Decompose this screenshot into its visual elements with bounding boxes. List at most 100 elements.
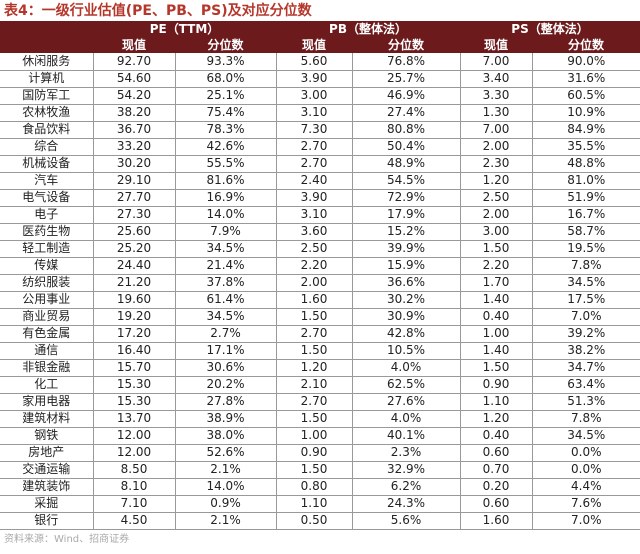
table-row: 商业贸易 19.20 34.5% 1.50 30.9% 0.40 7.0%	[0, 308, 640, 326]
pe-percentile-cell: 78.3%	[175, 121, 277, 139]
pb-current-cell: 2.70	[276, 138, 353, 156]
industry-cell: 休闲服务	[0, 53, 94, 71]
pb-percentile-cell: 39.9%	[352, 240, 461, 258]
industry-cell: 传媒	[0, 257, 94, 275]
ps-percentile-cell: 51.9%	[532, 189, 640, 207]
ps-percentile-cell: 34.5%	[532, 274, 640, 292]
pb-percentile-cell: 17.9%	[352, 206, 461, 224]
ps-current-cell: 3.00	[460, 223, 533, 241]
industry-cell: 有色金属	[0, 325, 94, 343]
ps-current-cell: 3.30	[460, 87, 533, 105]
ps-percentile-cell: 16.7%	[532, 206, 640, 224]
pe-percentile-cell: 14.0%	[175, 206, 277, 224]
ps-percentile-cell: 63.4%	[532, 376, 640, 394]
industry-cell: 钢铁	[0, 427, 94, 445]
industry-cell: 综合	[0, 138, 94, 156]
pe-current-cell: 92.70	[93, 53, 176, 71]
pe-current-cell: 25.20	[93, 240, 176, 258]
ps-current-cell: 1.00	[460, 325, 533, 343]
header-group-row: PE（TTM） PB（整体法） PS（整体法）	[0, 21, 640, 37]
table-row: 国防军工 54.20 25.1% 3.00 46.9% 3.30 60.5%	[0, 87, 640, 105]
pb-current-cell: 2.00	[276, 274, 353, 292]
pb-current-cell: 1.60	[276, 291, 353, 309]
ps-percentile-cell: 34.5%	[532, 427, 640, 445]
header-current: 现值	[460, 37, 533, 53]
pe-percentile-cell: 17.1%	[175, 342, 277, 360]
ps-percentile-cell: 39.2%	[532, 325, 640, 343]
table-row: 传媒 24.40 21.4% 2.20 15.9% 2.20 7.8%	[0, 257, 640, 275]
ps-percentile-cell: 84.9%	[532, 121, 640, 139]
pe-current-cell: 13.70	[93, 410, 176, 428]
pb-percentile-cell: 6.2%	[352, 478, 461, 496]
pb-current-cell: 1.10	[276, 495, 353, 513]
pe-percentile-cell: 75.4%	[175, 104, 277, 122]
industry-cell: 电气设备	[0, 189, 94, 207]
header-pe: PE（TTM）	[93, 21, 276, 37]
header-percentile: 分位数	[175, 37, 276, 53]
pe-percentile-cell: 34.5%	[175, 240, 277, 258]
ps-percentile-cell: 10.9%	[532, 104, 640, 122]
industry-cell: 轻工制造	[0, 240, 94, 258]
ps-percentile-cell: 7.0%	[532, 308, 640, 326]
pb-percentile-cell: 62.5%	[352, 376, 461, 394]
pb-percentile-cell: 10.5%	[352, 342, 461, 360]
industry-cell: 公用事业	[0, 291, 94, 309]
ps-current-cell: 0.60	[460, 495, 533, 513]
ps-current-cell: 1.50	[460, 240, 533, 258]
table-row: 农林牧渔 38.20 75.4% 3.10 27.4% 1.30 10.9%	[0, 104, 640, 122]
header-pb: PB（整体法）	[276, 21, 461, 37]
pe-percentile-cell: 52.6%	[175, 444, 277, 462]
ps-current-cell: 0.90	[460, 376, 533, 394]
pe-current-cell: 25.60	[93, 223, 176, 241]
industry-cell: 农林牧渔	[0, 104, 94, 122]
industry-cell: 汽车	[0, 172, 94, 190]
industry-cell: 交通运输	[0, 461, 94, 479]
header-percentile: 分位数	[352, 37, 461, 53]
industry-cell: 建筑装饰	[0, 478, 94, 496]
pb-current-cell: 2.20	[276, 257, 353, 275]
pe-percentile-cell: 55.5%	[175, 155, 277, 173]
ps-current-cell: 3.40	[460, 70, 533, 88]
table-title: 表4：一级行业估值(PE、PB、PS)及对应分位数	[4, 3, 312, 19]
ps-current-cell: 1.20	[460, 172, 533, 190]
pe-current-cell: 8.50	[93, 461, 176, 479]
industry-cell: 电子	[0, 206, 94, 224]
pb-current-cell: 2.50	[276, 240, 353, 258]
table-row: 银行 4.50 2.1% 0.50 5.6% 1.60 7.0%	[0, 512, 640, 530]
ps-current-cell: 1.30	[460, 104, 533, 122]
ps-percentile-cell: 38.2%	[532, 342, 640, 360]
industry-cell: 银行	[0, 512, 94, 530]
pb-percentile-cell: 4.0%	[352, 410, 461, 428]
pe-current-cell: 19.20	[93, 308, 176, 326]
pb-percentile-cell: 46.9%	[352, 87, 461, 105]
pe-percentile-cell: 42.6%	[175, 138, 277, 156]
pe-percentile-cell: 38.9%	[175, 410, 277, 428]
pe-current-cell: 33.20	[93, 138, 176, 156]
pb-percentile-cell: 15.9%	[352, 257, 461, 275]
header-blank	[0, 21, 93, 37]
ps-percentile-cell: 17.5%	[532, 291, 640, 309]
ps-percentile-cell: 7.8%	[532, 257, 640, 275]
pb-current-cell: 0.80	[276, 478, 353, 496]
ps-current-cell: 0.70	[460, 461, 533, 479]
pe-current-cell: 15.30	[93, 393, 176, 411]
pe-current-cell: 27.70	[93, 189, 176, 207]
ps-percentile-cell: 51.3%	[532, 393, 640, 411]
pb-percentile-cell: 27.6%	[352, 393, 461, 411]
pe-percentile-cell: 2.7%	[175, 325, 277, 343]
table-row: 轻工制造 25.20 34.5% 2.50 39.9% 1.50 19.5%	[0, 240, 640, 258]
header-sub-row: 现值 分位数 现值 分位数 现值 分位数	[0, 37, 640, 53]
ps-current-cell: 1.50	[460, 359, 533, 377]
industry-cell: 机械设备	[0, 155, 94, 173]
table-row: 钢铁 12.00 38.0% 1.00 40.1% 0.40 34.5%	[0, 427, 640, 445]
ps-current-cell: 1.40	[460, 291, 533, 309]
pe-current-cell: 36.70	[93, 121, 176, 139]
pe-percentile-cell: 93.3%	[175, 53, 277, 71]
pb-percentile-cell: 80.8%	[352, 121, 461, 139]
pe-current-cell: 54.60	[93, 70, 176, 88]
table-row: 建筑材料 13.70 38.9% 1.50 4.0% 1.20 7.8%	[0, 410, 640, 428]
table-row: 电气设备 27.70 16.9% 3.90 72.9% 2.50 51.9%	[0, 189, 640, 207]
ps-current-cell: 0.60	[460, 444, 533, 462]
table-row: 非银金融 15.70 30.6% 1.20 4.0% 1.50 34.7%	[0, 359, 640, 377]
pb-percentile-cell: 27.4%	[352, 104, 461, 122]
